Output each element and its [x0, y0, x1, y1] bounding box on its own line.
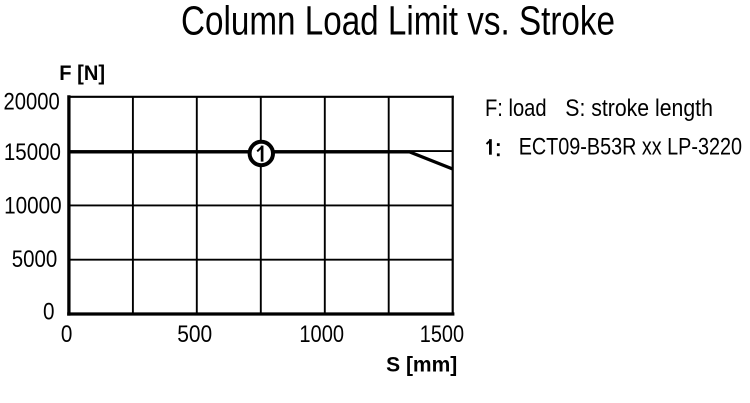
- svg-text:0: 0: [61, 321, 73, 348]
- svg-text:1500: 1500: [420, 321, 464, 348]
- svg-text:S [mm]: S [mm]: [386, 354, 457, 377]
- svg-text:F: load: F: load: [485, 95, 547, 122]
- svg-text:10000: 10000: [4, 193, 62, 220]
- svg-text:1000: 1000: [299, 321, 344, 348]
- svg-text:500: 500: [177, 321, 212, 348]
- svg-text:15000: 15000: [4, 139, 61, 166]
- svg-text:0: 0: [43, 298, 55, 325]
- svg-text:20000: 20000: [4, 88, 60, 115]
- svg-text:Column Load Limit vs. Stroke: Column Load Limit vs. Stroke: [181, 0, 615, 44]
- svg-text:F [N]: F [N]: [59, 61, 105, 85]
- svg-text:ECT09-B53R xx LP-3220: ECT09-B53R xx LP-3220: [519, 134, 742, 161]
- svg-text:5000: 5000: [12, 246, 58, 273]
- svg-text:S: stroke length: S: stroke length: [565, 95, 713, 122]
